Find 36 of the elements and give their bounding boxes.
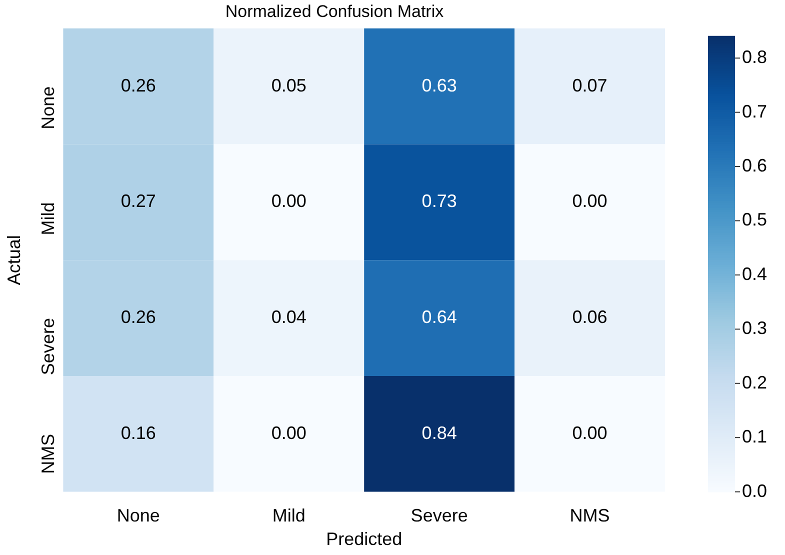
data-label: 0.73: [422, 191, 457, 212]
color-bar-label: 0.1: [742, 426, 768, 447]
x-tick-label: Severe: [410, 506, 468, 526]
data-label: 0.63: [422, 75, 457, 96]
data-label: 0.04: [271, 306, 306, 327]
y-tick-label: Severe: [38, 318, 58, 376]
x-tick-label: NMS: [570, 506, 610, 526]
data-label: 0.00: [271, 191, 306, 212]
color-bar-label: 0.5: [742, 210, 768, 230]
data-label: 0.26: [120, 306, 156, 327]
color-bar-label: 0.8: [742, 47, 768, 68]
data-label: 0.84: [422, 422, 457, 443]
color-bar-label: 0.4: [742, 264, 768, 284]
data-label: 0.00: [271, 422, 306, 443]
chart-title: Normalized Confusion Matrix: [225, 2, 444, 21]
x-tick-label: Mild: [272, 506, 306, 526]
data-label: 0.16: [120, 422, 156, 443]
y-tick-label: NMS: [38, 434, 58, 474]
data-label: 0.00: [572, 422, 608, 443]
color-bar-label: 0.7: [742, 101, 768, 122]
y-axis-title: Actual: [4, 235, 24, 286]
color-bar-label: 0.0: [742, 480, 768, 501]
x-axis-title: Predicted: [326, 529, 402, 550]
x-tick-label: None: [116, 506, 160, 526]
color-bar-label: 0.3: [742, 318, 768, 338]
data-label: 0.06: [572, 306, 608, 327]
color-bar-label: 0.6: [742, 155, 768, 176]
data-label: 0.64: [422, 306, 457, 327]
color-bar-label: 0.2: [742, 372, 768, 392]
data-label: 0.26: [120, 75, 156, 96]
data-label: 0.07: [572, 75, 608, 96]
y-tick-label: None: [38, 86, 58, 130]
data-label: 0.05: [271, 75, 306, 96]
y-tick-label: Mild: [38, 202, 58, 236]
data-label: 0.00: [572, 191, 608, 212]
data-label: 0.27: [120, 191, 156, 212]
